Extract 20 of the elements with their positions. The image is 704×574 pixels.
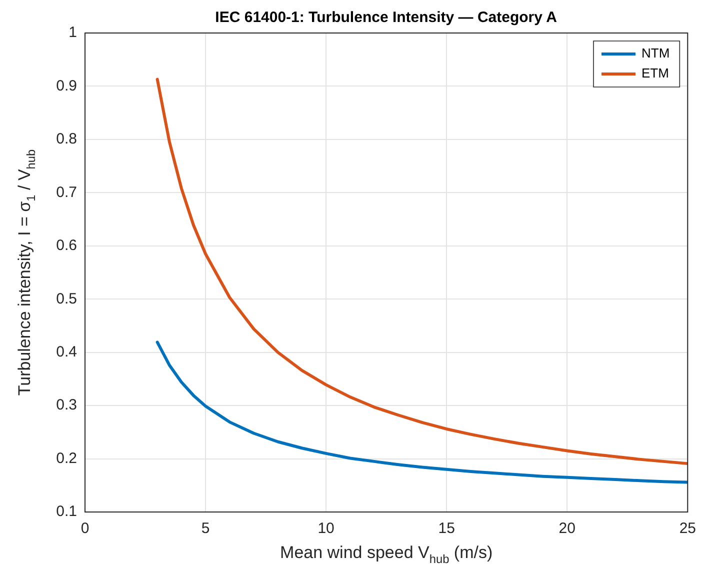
y-tick-label: 0.6 [56, 237, 77, 254]
y-tick-label: 0.5 [56, 290, 77, 308]
y-tick-label: 0.3 [56, 396, 77, 414]
y-tick-label: 0.2 [56, 450, 77, 467]
y-tick-label: 0.4 [56, 343, 77, 360]
chart-title: IEC 61400-1: Turbulence Intensity — Category A [215, 9, 558, 26]
x-tick-label: 15 [438, 520, 455, 538]
y-tick-label: 0.7 [56, 184, 77, 201]
x-tick-label: 0 [80, 520, 90, 538]
y-tick-label: 0.1 [56, 503, 77, 520]
x-tick-label: 5 [201, 520, 210, 538]
y-tick-label: 0.9 [56, 77, 77, 94]
y-axis-title: Turbulence intensity, I = σ1 / Vhub [15, 148, 38, 396]
x-tick-label: 20 [558, 520, 576, 538]
y-tick-label: 0.8 [56, 130, 77, 148]
y-tick-label: 1 [68, 24, 77, 42]
x-tick-label: 25 [679, 520, 696, 538]
legend-label: NTM [642, 46, 670, 61]
legend-label: ETM [642, 66, 669, 81]
x-tick-label: 10 [318, 520, 334, 538]
